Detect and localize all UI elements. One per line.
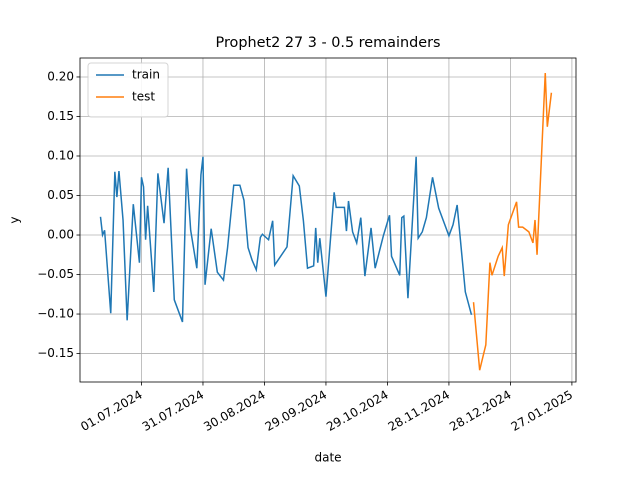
x-tick-label: 27.01.2025 [509, 388, 576, 434]
y-tick-label: −0.15 [37, 346, 74, 360]
y-tick-label: 0.00 [47, 228, 74, 242]
y-tick-label: 0.20 [47, 69, 74, 83]
x-tick-label: 28.12.2024 [447, 388, 514, 434]
x-tick-label: 28.11.2024 [386, 388, 453, 434]
legend-label: train [132, 68, 160, 82]
y-tick-label: −0.05 [37, 267, 74, 281]
y-tick-label: 0.15 [47, 109, 74, 123]
chart-title: Prophet2 27 3 - 0.5 remainders [216, 35, 441, 51]
plot-frame [79, 57, 577, 383]
x-axis-label: date [314, 451, 341, 465]
x-tick-label: 29.10.2024 [324, 388, 391, 434]
y-axis-label: y [8, 216, 22, 223]
series-line [472, 72, 553, 371]
x-tick-label: 29.09.2024 [263, 388, 330, 434]
y-tick-label: 0.10 [47, 148, 74, 162]
legend-label: test [132, 90, 155, 104]
x-tick-label: 30.08.2024 [201, 388, 268, 434]
series-line [99, 156, 473, 323]
legend-box [87, 62, 169, 118]
x-tick-label: 31.07.2024 [140, 388, 207, 434]
y-tick-label: −0.10 [37, 307, 74, 321]
x-tick-label: 01.07.2024 [78, 388, 145, 434]
y-tick-label: 0.05 [47, 188, 74, 202]
